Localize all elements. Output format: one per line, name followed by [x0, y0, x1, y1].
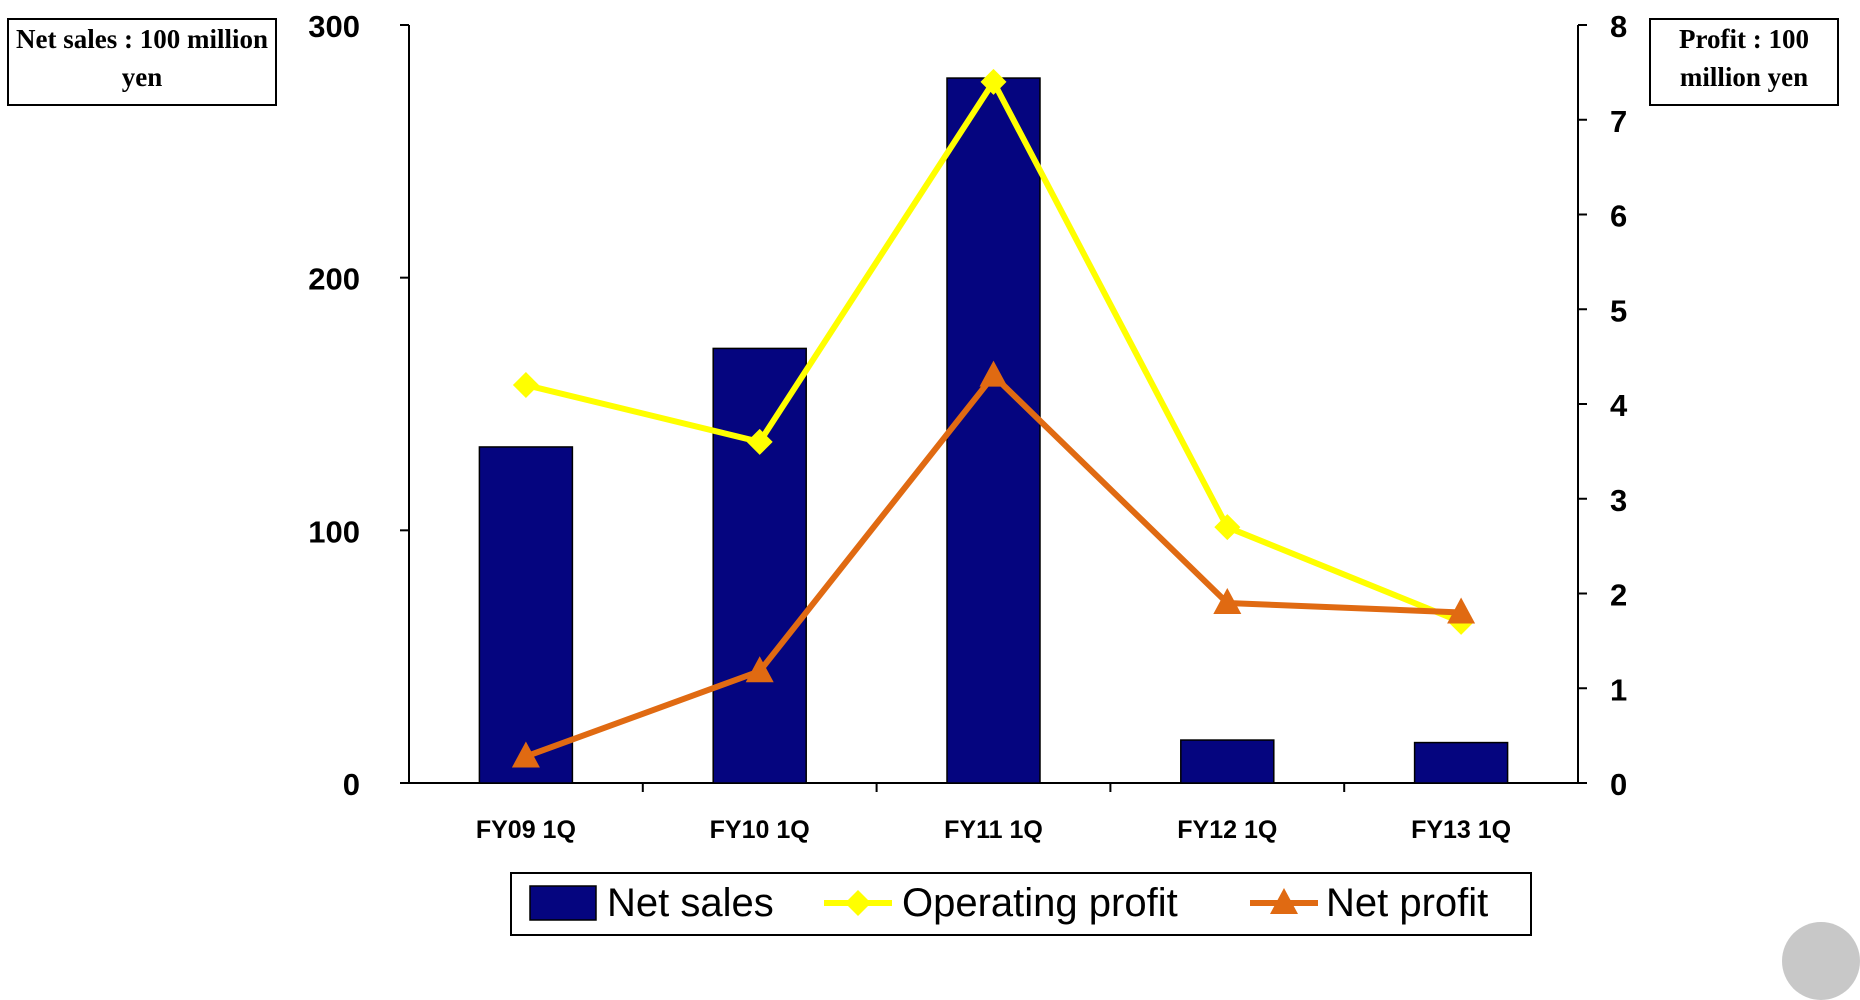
- left-axis-tick-label: 300: [308, 9, 360, 44]
- right-axis-unit-label: Profit : 100 million yen: [1649, 18, 1839, 106]
- legend-label-net-profit: Net profit: [1326, 881, 1488, 925]
- x-axis-tick-label: FY10 1Q: [710, 816, 810, 844]
- legend-box: [510, 872, 1532, 936]
- right-axis-tick-label: 3: [1610, 483, 1627, 518]
- right-axis-tick-label: 2: [1610, 578, 1627, 613]
- x-axis-tick-label: FY11 1Q: [944, 816, 1043, 844]
- legend-label-net-sales: Net sales: [607, 881, 774, 925]
- point-net-profit: [1213, 587, 1242, 614]
- legend-swatch-net-sales: [529, 885, 597, 921]
- x-axis-tick-label: FY12 1Q: [1177, 816, 1277, 844]
- left-axis-unit-label: Net sales : 100 million yen: [7, 18, 277, 106]
- right-axis-tick-label: 8: [1610, 9, 1627, 44]
- right-axis-tick-label: 5: [1610, 293, 1627, 328]
- bar-net-sales: [1413, 741, 1509, 784]
- right-axis-tick-label: 7: [1610, 104, 1627, 139]
- left-axis-tick-label: 200: [308, 262, 360, 297]
- left-axis-tick-label: 100: [308, 514, 360, 549]
- right-axis-tick-label: 6: [1610, 199, 1627, 234]
- point-net-profit: [511, 741, 540, 768]
- bar-series: [478, 77, 1509, 784]
- bar-net-sales: [478, 446, 574, 784]
- left-axis-tick-label: 0: [343, 767, 360, 802]
- bar-net-sales: [712, 347, 807, 784]
- legend: Net sales Operating profit Net profit: [510, 872, 1532, 936]
- point-net-profit: [745, 656, 774, 683]
- right-axis-tick-label: 4: [1610, 388, 1628, 423]
- legend-label-operating-profit: Operating profit: [902, 881, 1178, 925]
- corner-circle-icon: [1782, 922, 1860, 1000]
- point-net-profit: [979, 360, 1008, 387]
- bar-net-sales: [1180, 739, 1275, 784]
- point-net-profit: [1447, 597, 1476, 624]
- x-axis-tick-label: FY09 1Q: [476, 816, 576, 844]
- bar-net-sales: [946, 77, 1041, 784]
- x-axis-tick-label: FY13 1Q: [1411, 816, 1511, 844]
- point-operating-profit: [746, 428, 773, 455]
- point-operating-profit: [980, 68, 1007, 95]
- chart: 0 100 200 300 0 1 2 3 4 5 6 7 8 FY09 1Q FY10 1Q FY11 1Q…: [308, 9, 1628, 936]
- right-axis-tick-label: 0: [1610, 767, 1627, 802]
- legend-marker-operating-profit: [845, 890, 871, 916]
- point-operating-profit: [1214, 514, 1241, 541]
- legend-marker-net-profit: [1270, 888, 1298, 914]
- tick-labels: 0 100 200 300 0 1 2 3 4 5 6 7 8 FY09 1Q FY10 1Q FY11 1Q…: [308, 9, 1628, 844]
- line-series: [511, 68, 1476, 768]
- right-axis-tick-label: 1: [1610, 672, 1627, 707]
- point-operating-profit: [512, 372, 539, 399]
